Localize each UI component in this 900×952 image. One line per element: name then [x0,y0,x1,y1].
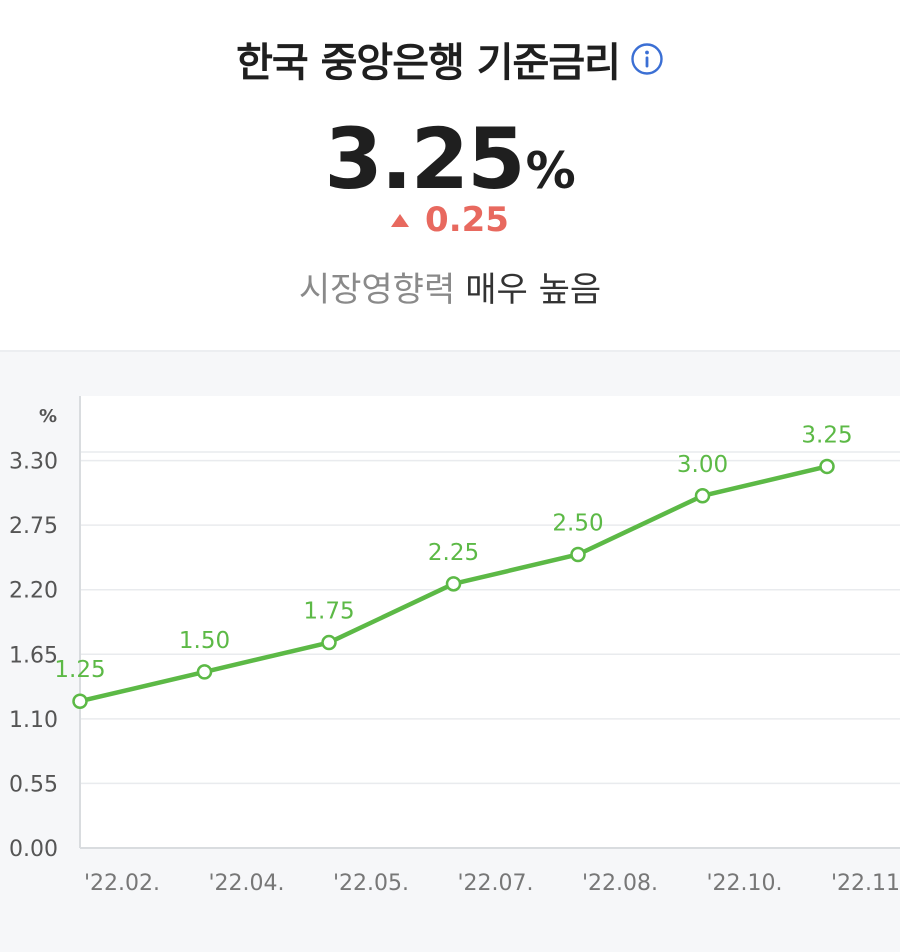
data-point [72,693,88,709]
axes [79,396,900,849]
rate-unit: % [525,142,576,200]
x-tick-label: '22.02. [84,871,160,896]
title-row: 한국 중앙은행 기준금리 [0,30,900,88]
x-tick-label: '22.08. [582,871,658,896]
rate-line-chart: % 0.000.551.101.652.202.753.30 '22.02. '2… [9,396,900,896]
y-tick-label: 1.65 [9,643,58,668]
impact-label: 시장영향력 [298,270,456,310]
x-tick-label: '22.07. [457,871,533,896]
y-tick-label: 0.00 [9,837,58,862]
data-point [196,664,213,680]
y-tick-label: 2.20 [9,579,58,604]
data-label: 1.75 [303,599,354,625]
current-rate: 3.25 % [0,110,900,208]
data-point [445,576,462,592]
data-label: 3.00 [677,452,728,478]
data-labels: 1.25 1.50 1.75 2.25 2.50 3.00 3.25 [54,422,852,683]
grid-lines [80,451,900,785]
x-tick-labels: '22.02. '22.04. '22.05. '22.07. '22.08. '22.1… [84,871,900,896]
market-impact: 시장영향력 매우 높음 [0,262,900,311]
x-tick-label: '22.05. [333,871,409,896]
y-tick-label: 2.75 [9,514,58,539]
y-unit-label: % [39,406,57,427]
plot-area [80,396,900,848]
x-tick-label: '22.04. [208,871,284,896]
y-tick-labels: 0.00 0.55 1.10 1.65 2.20 2.75 3.30 [9,450,58,862]
rate-value: 3.25 [324,110,525,208]
rate-header: 한국 중앙은행 기준금리 3.25 % 0.25 시장영향력 매우 높음 [0,0,900,350]
data-label: 1.25 [54,657,105,683]
data-points [72,458,835,709]
y-tick-label: 3.30 [9,450,58,475]
x-tick-label: '22.10. [706,871,782,896]
impact-value: 매우 높음 [465,270,602,310]
triangle-up-icon [391,213,410,227]
data-label: 1.50 [179,628,230,654]
y-tick-label: 1.10 [9,708,58,733]
chart-panel: % 0.00 0.55 1.10 1.65 2.20 2.75 3.30 '22.02. '2… [0,350,900,952]
data-point [819,458,835,475]
data-label: 2.25 [428,540,479,566]
data-label: 2.50 [552,510,603,536]
y-tick-label: 0.55 [9,772,58,797]
rate-change: 0.25 [0,200,900,240]
data-point [321,634,337,651]
data-label: 3.25 [801,422,852,448]
page-title: 한국 중앙은행 기준금리 [236,40,621,86]
data-point [570,546,586,563]
x-tick-label: '22.11. [831,871,900,896]
info-icon[interactable] [630,42,664,76]
change-value: 0.25 [425,200,509,240]
data-point [694,488,711,504]
